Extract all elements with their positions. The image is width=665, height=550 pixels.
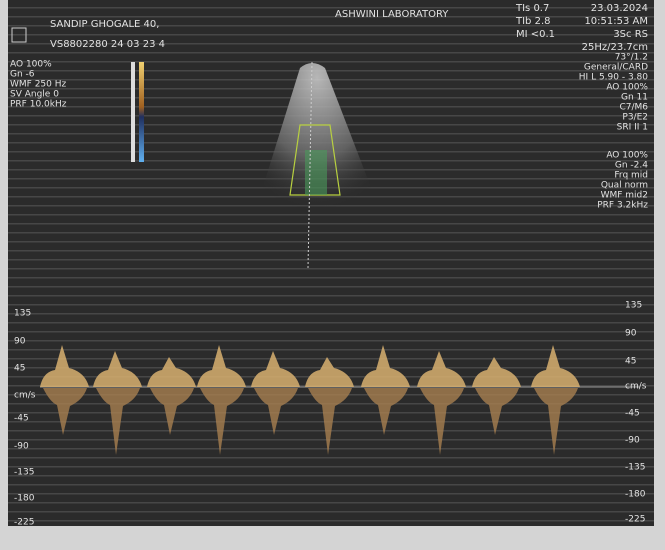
right-param: General/CARD — [584, 63, 648, 73]
mi: MI <0.1 — [516, 29, 555, 40]
reversal — [420, 388, 464, 455]
grayscale-bar — [131, 62, 135, 162]
systole — [305, 357, 354, 387]
scale-label: 45 — [14, 364, 25, 374]
reversal — [254, 388, 298, 435]
scale-label: -225 — [625, 515, 645, 525]
right-param: Gn -2.4 — [615, 161, 648, 171]
systole — [93, 351, 142, 387]
frame-rate: 25Hz/23.7cm — [582, 42, 648, 53]
systole — [531, 345, 580, 387]
doppler-spectrum — [40, 345, 580, 455]
scale-label: -90 — [14, 442, 29, 452]
tis: TIs 0.7 — [515, 3, 549, 14]
reversal — [150, 388, 194, 435]
scale-label: -45 — [14, 414, 29, 424]
color-box — [289, 124, 341, 196]
time: 10:51:53 AM — [584, 16, 648, 27]
scale-label: 135 — [14, 309, 31, 319]
systole — [147, 357, 196, 387]
date: 23.03.2024 — [591, 3, 648, 14]
scale-label: -45 — [625, 409, 640, 419]
right-param: Qual norm — [601, 181, 648, 191]
screen — [8, 0, 654, 526]
scale-label: -90 — [625, 436, 640, 446]
reversal — [364, 388, 408, 435]
left-param: AO 100% — [10, 60, 52, 70]
right-param: WMF mid2 — [601, 191, 648, 201]
scale-label: -180 — [14, 494, 35, 504]
scale-label: cm/s — [14, 391, 36, 401]
scale-label: 45 — [625, 357, 636, 367]
reversal — [534, 388, 578, 455]
scale-label: 90 — [14, 337, 26, 347]
logo — [11, 27, 27, 43]
scale-label: cm/s — [625, 382, 647, 392]
b-mode-sector — [262, 63, 372, 211]
right-param: P3/E2 — [622, 113, 648, 123]
scale-label: -225 — [14, 518, 34, 528]
right-param: AO 100% — [606, 151, 648, 161]
scale-label: 90 — [625, 329, 637, 339]
systole — [251, 351, 300, 387]
systole — [197, 345, 246, 387]
right-param: AO 100% — [606, 83, 648, 93]
right-param: PRF 3.2kHz — [597, 201, 648, 211]
reversal — [308, 388, 352, 455]
reversal — [43, 388, 87, 435]
scale-label: 135 — [625, 301, 642, 311]
left-param: WMF 250 Hz — [10, 80, 67, 90]
reversal — [96, 388, 140, 455]
lab-name: ASHWINI LABORATORY — [335, 9, 449, 20]
left-param: PRF 10.0kHz — [10, 100, 67, 110]
scale-label: -135 — [14, 468, 34, 478]
right-param: Frq mid — [614, 171, 648, 181]
systole — [361, 345, 410, 387]
right-param: C7/M6 — [619, 103, 648, 113]
left-param: Gn -6 — [10, 70, 35, 80]
color-flow — [305, 150, 327, 195]
patient-id: VS8802280 24 03 23 4 — [50, 39, 165, 50]
right-param: SRI II 1 — [617, 123, 648, 133]
right-param: 73°/1.2 — [615, 53, 648, 63]
left-param: SV Angle 0 — [10, 90, 59, 100]
right-param: HI L 5.90 - 3.80 — [579, 73, 648, 83]
probe: 3Sc RS — [613, 29, 648, 40]
reversal — [475, 388, 519, 435]
systole — [417, 351, 466, 387]
tib: TIb 2.8 — [515, 16, 551, 27]
right-param: Gn 11 — [621, 93, 648, 103]
systole — [40, 345, 89, 387]
scale-label: -180 — [625, 490, 646, 500]
patient-name: SANDIP GHOGALE 40, — [50, 19, 159, 30]
systole — [472, 357, 521, 387]
color-bar — [139, 62, 144, 162]
reversal — [200, 388, 244, 455]
scale-label: -135 — [625, 463, 645, 473]
